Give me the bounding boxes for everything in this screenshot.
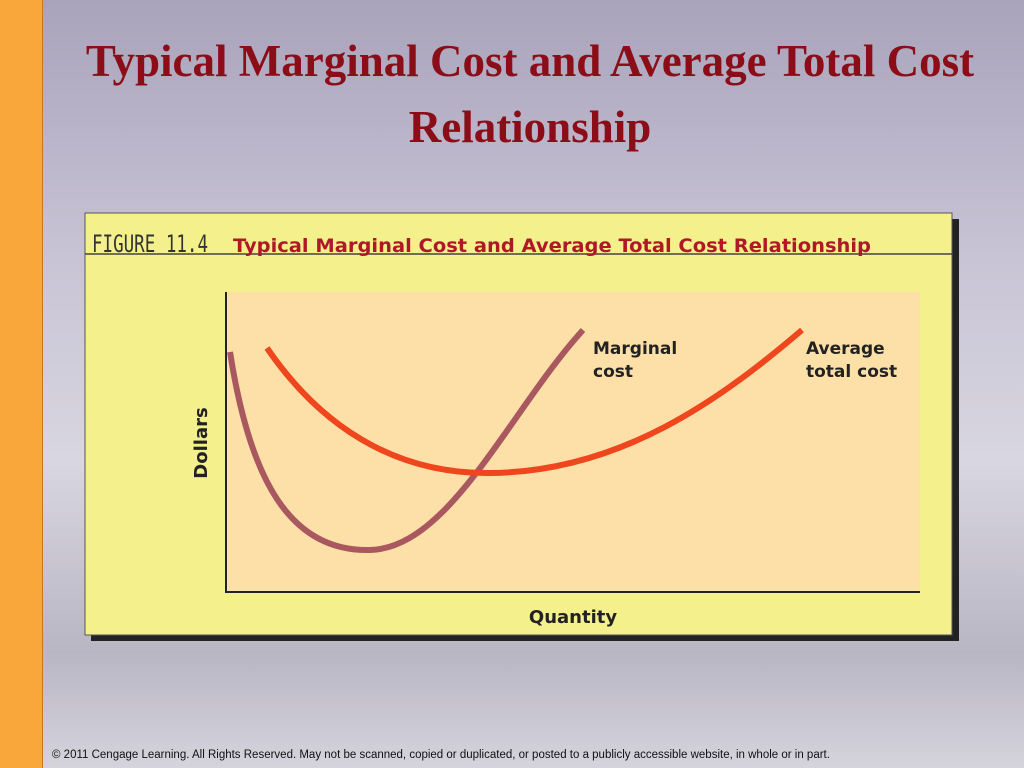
curve-label: Marginal bbox=[593, 339, 677, 359]
copyright-footer: © 2011 Cengage Learning. All Rights Rese… bbox=[52, 749, 830, 761]
curve-label: cost bbox=[593, 362, 633, 382]
figure-label: FIGURE 11.4 bbox=[92, 230, 208, 258]
marginal-cost-curve bbox=[227, 327, 586, 554]
figure-title: Typical Marginal Cost and Average Total … bbox=[233, 235, 871, 257]
side-stripe bbox=[0, 0, 43, 768]
x-axis-label: Quantity bbox=[529, 607, 617, 628]
y-axis-label: Dollars bbox=[191, 407, 212, 478]
average-total-cost-curve bbox=[264, 327, 804, 477]
curve-label: Average bbox=[806, 339, 885, 359]
slide-title: Typical Marginal Cost and Average Total … bbox=[85, 36, 975, 152]
curve-label: total cost bbox=[806, 362, 897, 382]
